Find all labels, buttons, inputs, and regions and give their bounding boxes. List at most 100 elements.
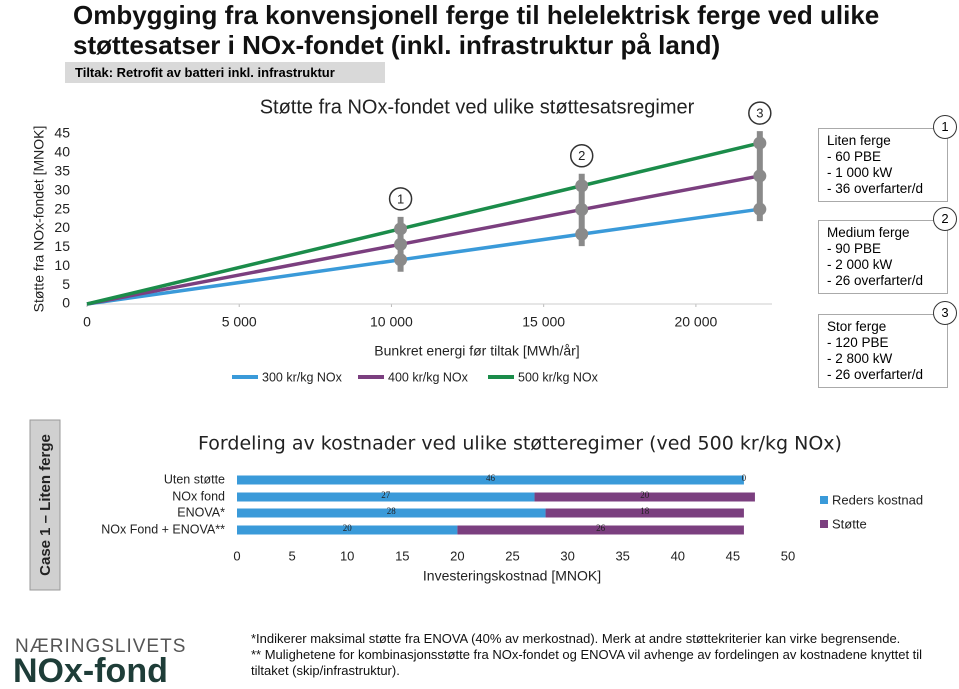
point-marker: [753, 169, 767, 183]
ferry-line: - 2 800 kW: [827, 351, 893, 366]
x-tick-label: 0: [233, 548, 240, 563]
legend-label: 400 kr/kg NOx: [388, 370, 469, 384]
ferry-line: Stor ferge: [827, 319, 887, 334]
x-tick-label: 10 000: [370, 314, 413, 330]
legend-label: 300 kr/kg NOx: [262, 370, 343, 384]
ferry-line: Liten ferge: [827, 133, 891, 148]
page-title: Ombygging fra konvensjonell ferge til he…: [73, 0, 880, 60]
x-tick-label: 30: [560, 548, 574, 563]
logo-text: NÆRINGSLIVETS: [15, 636, 187, 657]
ferry-number: 2: [933, 207, 957, 231]
ferry-line: - 2 000 kW: [827, 257, 893, 272]
y-tick-label: 0: [62, 295, 70, 311]
point-marker: [575, 179, 589, 193]
footnotes: *Indikerer maksimal støtte fra ENOVA (40…: [251, 631, 951, 679]
point-marker: [575, 203, 589, 217]
footnote: *Indikerer maksimal støtte fra ENOVA (40…: [251, 631, 901, 646]
y-tick-label: 40: [54, 144, 70, 160]
ferry-number: 1: [933, 115, 957, 139]
legend-label: Reders kostnad: [832, 492, 923, 507]
point-marker: [394, 222, 408, 236]
ferry-box: 1 Liten ferge - 60 PBE - 1 000 kW - 36 o…: [818, 115, 957, 202]
ferry-line: - 26 overfarter/d: [827, 367, 924, 382]
chart-title: Støtte fra NOx-fondet ved ulike støttesa…: [260, 96, 695, 118]
y-tick-label: 15: [54, 238, 70, 254]
annotation: 1: [397, 191, 404, 206]
case-label: Case 1 – Liten ferge: [37, 434, 54, 576]
logo-text: NOx-fond: [13, 652, 168, 689]
ferry-line: - 1 000 kW: [827, 165, 893, 180]
y-tick-label: 45: [54, 125, 70, 141]
bar-segment: [534, 492, 755, 502]
y-tick-label: 25: [54, 200, 70, 216]
bar-segment: [545, 508, 744, 518]
y-tick-label: 35: [54, 162, 70, 178]
legend-swatch: [820, 520, 828, 528]
value-label: 20: [640, 490, 650, 500]
x-tick-label: 5 000: [222, 314, 257, 330]
annotation: 3: [756, 106, 763, 121]
legend-label: Støtte: [832, 516, 867, 531]
x-tick-label: 15 000: [522, 314, 565, 330]
ferry-box: 2 Medium ferge - 90 PBE - 2 000 kW - 26 …: [818, 207, 957, 294]
ferry-number: 3: [933, 301, 957, 325]
ferry-line: - 60 PBE: [827, 149, 882, 164]
category-label: NOx Fond + ENOVA**: [101, 522, 225, 536]
ferry-line: - 26 overfarter/d: [827, 273, 924, 288]
x-tick-label: 0: [83, 314, 91, 330]
series-line: [86, 141, 761, 306]
footnote: ** Mulighetene for kombinasjonsstøtte fr…: [251, 647, 923, 678]
x-tick-label: 35: [615, 548, 629, 563]
y-tick-label: 10: [54, 257, 70, 273]
value-label: 27: [381, 490, 391, 500]
ferry-line: - 120 PBE: [827, 335, 889, 350]
point-marker: [753, 202, 767, 216]
y-tick-label: 5: [62, 276, 70, 292]
value-label: 0: [742, 473, 747, 483]
point-marker: [394, 253, 408, 267]
annotation-circle: [748, 101, 772, 125]
x-tick-label: 45: [726, 548, 740, 563]
x-tick-label: 25: [505, 548, 519, 563]
x-tick-label: 5: [288, 548, 295, 563]
legend-swatch: [820, 496, 828, 504]
annotation-circle: [388, 187, 413, 211]
legend-label: 500 kr/kg NOx: [518, 370, 599, 384]
series-line: [86, 207, 761, 306]
y-tick-label: 30: [54, 181, 70, 197]
category-label: Uten støtte: [164, 472, 225, 486]
value-label: 20: [343, 523, 353, 533]
x-axis-label: Bunkret energi før tiltak [MWh/år]: [374, 343, 579, 359]
case-box: [29, 419, 61, 591]
subtitle: Tiltak: Retrofit av batteri inkl. infras…: [65, 62, 385, 83]
bar-segment: [237, 492, 535, 502]
annotation-circle: [569, 144, 594, 168]
bar-segment: [237, 525, 458, 535]
ferry-line: Medium ferge: [827, 225, 910, 240]
category-label: NOx fond: [172, 489, 225, 503]
value-label: 28: [387, 506, 397, 516]
chart-title: Fordeling av kostnader ved ulike støtter…: [198, 433, 842, 455]
ferry-box: 3 Stor ferge - 120 PBE - 2 800 kW - 26 o…: [818, 301, 957, 388]
point-marker: [575, 227, 589, 241]
series-line: [86, 174, 761, 306]
ferry-line: - 90 PBE: [827, 241, 882, 256]
x-tick-label: 10: [340, 548, 354, 563]
x-tick-label: 15: [395, 548, 409, 563]
ferry-line: - 36 overfarter/d: [827, 181, 924, 196]
value-label: 18: [640, 506, 650, 516]
point-marker: [753, 136, 767, 150]
x-tick-label: 50: [781, 548, 795, 563]
bar-segment: [237, 508, 546, 518]
bar-segment: [237, 475, 744, 485]
x-axis-label: Investeringskostnad [MNOK]: [423, 568, 601, 584]
y-axis-label: Støtte fra NOx-fondet [MNOK]: [31, 126, 47, 313]
bar-segment: [457, 525, 744, 535]
category-label: ENOVA*: [177, 505, 225, 519]
annotation: 2: [578, 148, 585, 163]
value-label: 46: [486, 473, 496, 483]
y-tick-label: 20: [54, 219, 70, 235]
point-marker: [394, 237, 408, 251]
